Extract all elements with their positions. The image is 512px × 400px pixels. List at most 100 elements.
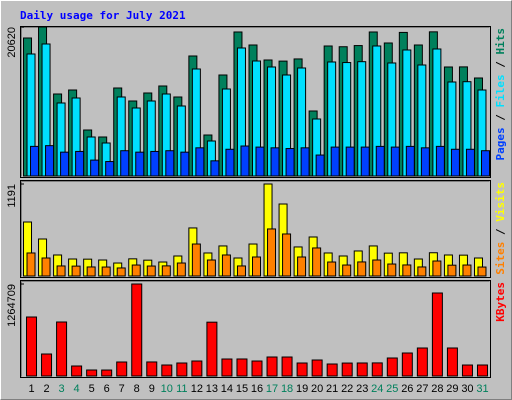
bar — [342, 264, 352, 277]
bar — [75, 150, 85, 177]
legend-entry: Files — [494, 74, 507, 107]
legend-entry: Hits — [494, 28, 507, 55]
bar — [30, 145, 40, 177]
bar — [296, 362, 308, 377]
bar — [206, 321, 218, 377]
bar — [116, 361, 128, 377]
bar — [417, 266, 427, 277]
bar — [401, 352, 413, 377]
legend-separator: / — [494, 55, 507, 75]
bar — [402, 264, 412, 277]
bar — [476, 364, 488, 377]
bar — [447, 264, 457, 277]
bar — [387, 263, 397, 277]
bar — [300, 147, 310, 177]
bar — [150, 150, 160, 177]
bar — [135, 151, 145, 177]
bar — [176, 362, 188, 377]
bar — [210, 160, 220, 177]
x-tick-label: 6 — [104, 383, 110, 395]
bar — [240, 145, 250, 177]
bar — [357, 261, 367, 277]
bar — [176, 262, 186, 277]
bar — [221, 254, 231, 277]
x-tick-label: 20 — [311, 383, 323, 395]
legend-entry: Sites — [494, 242, 507, 275]
bar — [251, 360, 263, 377]
bar — [432, 260, 442, 277]
x-tick-label: 11 — [176, 383, 187, 395]
legend-separator: / — [494, 108, 507, 128]
bar — [267, 228, 277, 277]
panel-bevel — [21, 281, 490, 377]
bar — [252, 256, 261, 277]
bar — [161, 364, 173, 377]
bar — [446, 347, 458, 377]
x-tick-label: 14 — [221, 383, 233, 395]
x-tick-label: 31 — [476, 383, 488, 395]
bar — [405, 145, 415, 177]
bar — [371, 362, 383, 377]
x-tick-label: 17 — [266, 383, 278, 395]
bar — [236, 265, 246, 277]
bar — [131, 283, 143, 377]
y-tick-label: 1191 — [6, 184, 18, 208]
bar — [86, 369, 98, 377]
x-tick-label: 9 — [149, 383, 155, 395]
bar — [146, 265, 156, 277]
bar — [311, 359, 323, 377]
bar — [56, 321, 68, 377]
bar — [461, 364, 473, 377]
bar — [180, 151, 190, 177]
x-tick-label: 21 — [326, 383, 338, 395]
x-tick-label: 3 — [59, 383, 65, 395]
x-tick-label: 30 — [461, 383, 473, 395]
bar — [26, 252, 36, 277]
bar — [450, 148, 460, 177]
bar — [330, 146, 340, 177]
bar — [105, 161, 115, 177]
x-tick-label: 13 — [206, 383, 218, 395]
bar — [101, 369, 113, 377]
x-tick-label: 18 — [281, 383, 293, 395]
legend: KBytes — [494, 282, 507, 322]
bar — [282, 233, 292, 277]
bar — [386, 357, 398, 377]
bar — [281, 356, 293, 377]
panel-bevel — [21, 181, 490, 277]
x-tick-label: 25 — [386, 383, 398, 395]
bar — [372, 259, 382, 277]
legend-entry: Visits — [494, 182, 507, 222]
bar — [221, 358, 233, 377]
bar — [480, 150, 490, 177]
bar — [165, 150, 175, 177]
bar — [86, 266, 96, 277]
bar — [266, 356, 278, 377]
legend-entry: KBytes — [494, 282, 507, 322]
x-tick-label: 12 — [191, 383, 203, 395]
x-tick-label: 7 — [119, 383, 125, 395]
bar — [60, 151, 70, 177]
bar — [206, 259, 216, 277]
bar — [191, 243, 201, 277]
bar — [326, 363, 338, 377]
legend: Pages / Files / Hits — [494, 28, 507, 161]
x-tick-label: 8 — [134, 383, 140, 395]
bar — [341, 362, 353, 377]
bar — [26, 316, 38, 377]
bar — [236, 358, 248, 377]
x-tick-label: 4 — [74, 383, 80, 395]
x-tick-label: 22 — [341, 383, 353, 395]
bar — [345, 146, 355, 177]
bar — [71, 265, 81, 277]
x-tick-label: 24 — [371, 383, 383, 395]
x-tick-label: 26 — [401, 383, 413, 395]
bar — [146, 361, 158, 377]
bar — [375, 145, 385, 177]
bar — [327, 261, 337, 277]
bar — [255, 146, 265, 177]
legend-entry: Pages — [494, 127, 507, 160]
x-tick-label: 27 — [416, 383, 428, 395]
